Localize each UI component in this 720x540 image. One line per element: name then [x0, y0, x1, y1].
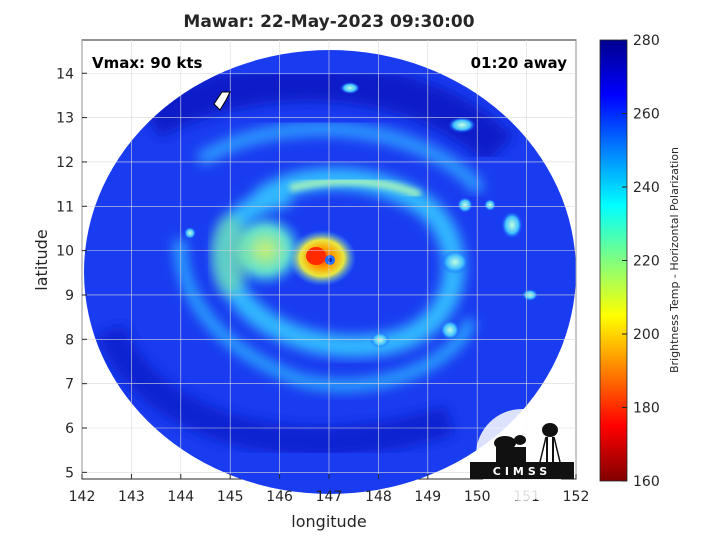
colorbar-tick-label: 280 — [633, 33, 660, 49]
x-tick-label: 147 — [316, 489, 343, 505]
plot-title: Mawar: 22-May-2023 09:30:00 — [183, 12, 475, 32]
y-tick-label: 12 — [56, 155, 74, 171]
colorbar: 160 180 200 220 240 260 280 Brightness Temp - … — [599, 33, 681, 490]
colorbar-tick-label: 240 — [633, 180, 660, 196]
colorbar-tick-label: 220 — [633, 254, 660, 270]
y-tick-label: 8 — [65, 332, 74, 348]
y-axis-ticks: 5 6 7 8 9 10 11 12 13 14 — [56, 66, 87, 481]
y-tick-label: 7 — [65, 377, 74, 393]
x-tick-label: 142 — [69, 489, 96, 505]
y-axis-label: latitude — [32, 229, 51, 290]
colorbar-label: Brightness Temp - Horizontal Polarizatio… — [668, 147, 681, 373]
y-tick-label: 13 — [56, 111, 74, 127]
colorbar-ticks: 160 180 200 220 240 260 280 — [622, 33, 660, 490]
y-tick-label: 5 — [65, 465, 74, 481]
colorbar-tick-label: 200 — [633, 327, 660, 343]
y-tick-label: 6 — [65, 421, 74, 437]
x-tick-label: 148 — [365, 489, 392, 505]
y-tick-label: 14 — [56, 66, 74, 82]
x-tick-label: 146 — [266, 489, 293, 505]
x-tick-label: 150 — [464, 489, 491, 505]
colorbar-tick-label: 260 — [633, 107, 660, 123]
colorbar-tick-label: 180 — [633, 401, 660, 417]
logo-text: CIMSS — [493, 465, 551, 478]
x-axis-label: longitude — [291, 512, 366, 531]
y-tick-label: 10 — [56, 244, 74, 260]
colorbar-tick-label: 160 — [633, 474, 660, 490]
x-tick-label: 152 — [563, 489, 590, 505]
x-axis-ticks: 142143144145146147148149150151152 — [69, 474, 590, 505]
x-tick-label: 145 — [217, 489, 244, 505]
x-tick-label: 144 — [167, 489, 194, 505]
vmax-label: Vmax: 90 kts — [92, 54, 202, 72]
time-away-label: 01:20 away — [471, 54, 568, 72]
island-outline — [213, 91, 231, 111]
y-tick-label: 9 — [65, 288, 74, 304]
cimss-logo: CIMSS — [470, 409, 574, 501]
x-tick-label: 143 — [118, 489, 145, 505]
grid-lines — [81, 40, 577, 479]
y-tick-label: 11 — [56, 199, 74, 215]
x-tick-label: 149 — [414, 489, 441, 505]
